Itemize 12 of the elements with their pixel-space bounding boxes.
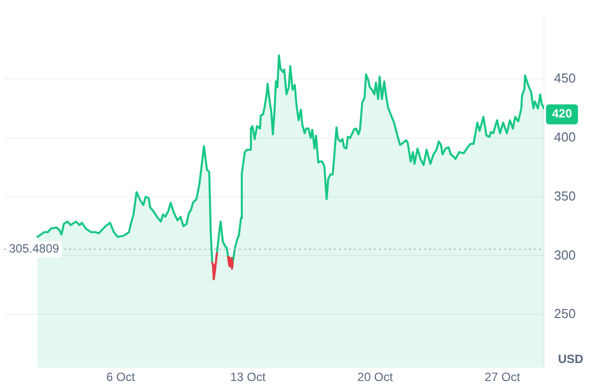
y-tick-label: 300	[554, 247, 576, 262]
x-tick-label: 27 Oct	[484, 370, 521, 384]
annotation: 420	[552, 106, 572, 121]
x-tick-label: 6 Oct	[106, 370, 136, 384]
y-tick-label: 400	[554, 130, 576, 145]
y-tick-label: 250	[554, 306, 576, 322]
x-tick-label: 20 Oct	[357, 370, 394, 384]
ref-line-label: 305.4809	[9, 242, 60, 256]
x-tick-label: 13 Oct	[230, 370, 266, 384]
y-tick-label: 350	[554, 188, 576, 204]
y-tick-label: 450	[554, 70, 576, 86]
y-axis-title: USD	[558, 352, 584, 366]
